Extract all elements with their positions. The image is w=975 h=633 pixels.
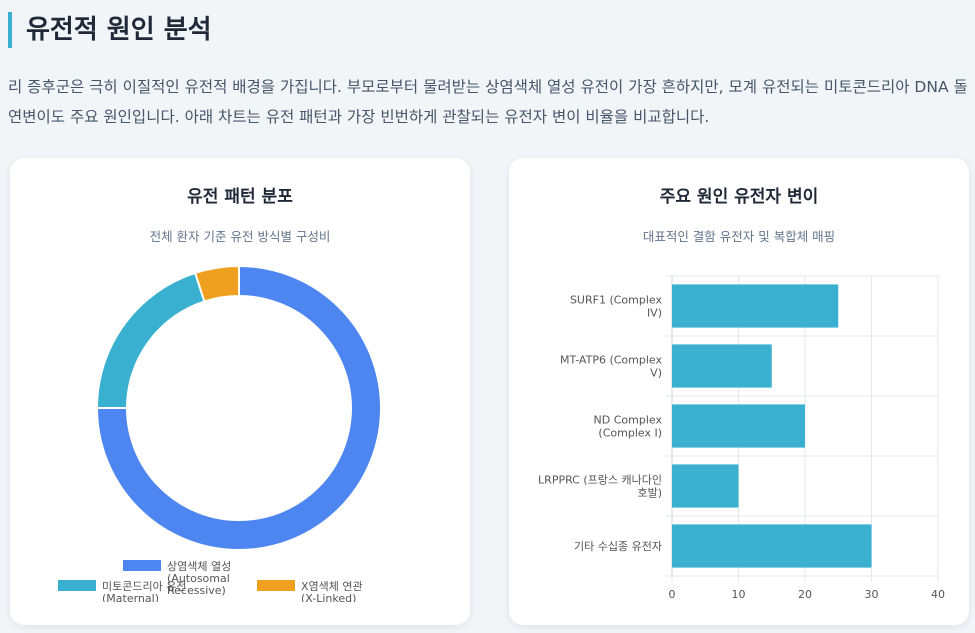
- donut-chart-subtitle: 전체 환자 기준 유전 방식별 구성비: [149, 229, 331, 244]
- page-title: 유전적 원인 분석: [8, 12, 212, 48]
- x-tick-label: 10: [732, 588, 746, 601]
- x-tick-label: 40: [931, 588, 945, 601]
- bar[interactable]: [672, 524, 872, 568]
- y-tick-label: SURF1 (Complex IV): [570, 294, 663, 320]
- bar[interactable]: [672, 284, 839, 328]
- donut-chart-title: 유전 패턴 분포: [187, 187, 293, 207]
- inheritance-chart-card: 유전 패턴 분포 전체 환자 기준 유전 방식별 구성비 상염색체 열성 (Aut…: [10, 158, 470, 625]
- y-tick-label: MT-ATP6 (Complex V): [560, 354, 662, 380]
- legend-label[interactable]: 미토콘드리아 유전 (Maternal): [102, 580, 186, 605]
- bar[interactable]: [672, 404, 805, 448]
- legend-swatch: [257, 580, 295, 591]
- legend-label[interactable]: 상염색체 열성 (Autosomal Recessive): [167, 560, 231, 597]
- y-tick-label: ND Complex (Complex I): [594, 414, 663, 440]
- donut-slice[interactable]: [95, 264, 382, 551]
- donut-slice[interactable]: [193, 264, 240, 303]
- bar[interactable]: [672, 344, 772, 388]
- bar[interactable]: [672, 464, 739, 508]
- legend-swatch: [123, 560, 161, 571]
- x-tick-label: 0: [669, 588, 676, 601]
- y-tick-label: LRPPRC (프랑스 캐나다인 호발): [538, 474, 662, 500]
- legend-label[interactable]: X염색체 연관 (X-Linked): [301, 580, 363, 605]
- bar-chart-title: 주요 원인 유전자 변이: [659, 187, 819, 207]
- legend-swatch: [58, 580, 96, 591]
- x-tick-label: 20: [798, 588, 812, 601]
- donut-slice[interactable]: [95, 271, 206, 409]
- donut-legend: 상염색체 열성 (Autosomal Recessive)미토콘드리아 유전 (Mat…: [58, 560, 363, 605]
- gene-chart-card: 주요 원인 유전자 변이 대표적인 결함 유전자 및 복합체 매핑 0 10 20 3…: [509, 158, 969, 625]
- intro-paragraph: 리 증후군은 극히 이질적인 유전적 배경을 가집니다. 부모로부터 물려받는 …: [8, 78, 968, 126]
- donut-chart: 상염색체 열성 (Autosomal Recessive)미토콘드리아 유전 (Mat…: [58, 264, 382, 605]
- bar-chart: 0 10 20 30 40 SURF1 (Complex IV) MT-ATP6 (Compl…: [538, 275, 945, 601]
- x-tick-label: 30: [865, 588, 879, 601]
- y-tick-label: 기타 수십종 유전자: [574, 540, 662, 553]
- bar-chart-subtitle: 대표적인 결함 유전자 및 복합체 매핑: [642, 229, 836, 244]
